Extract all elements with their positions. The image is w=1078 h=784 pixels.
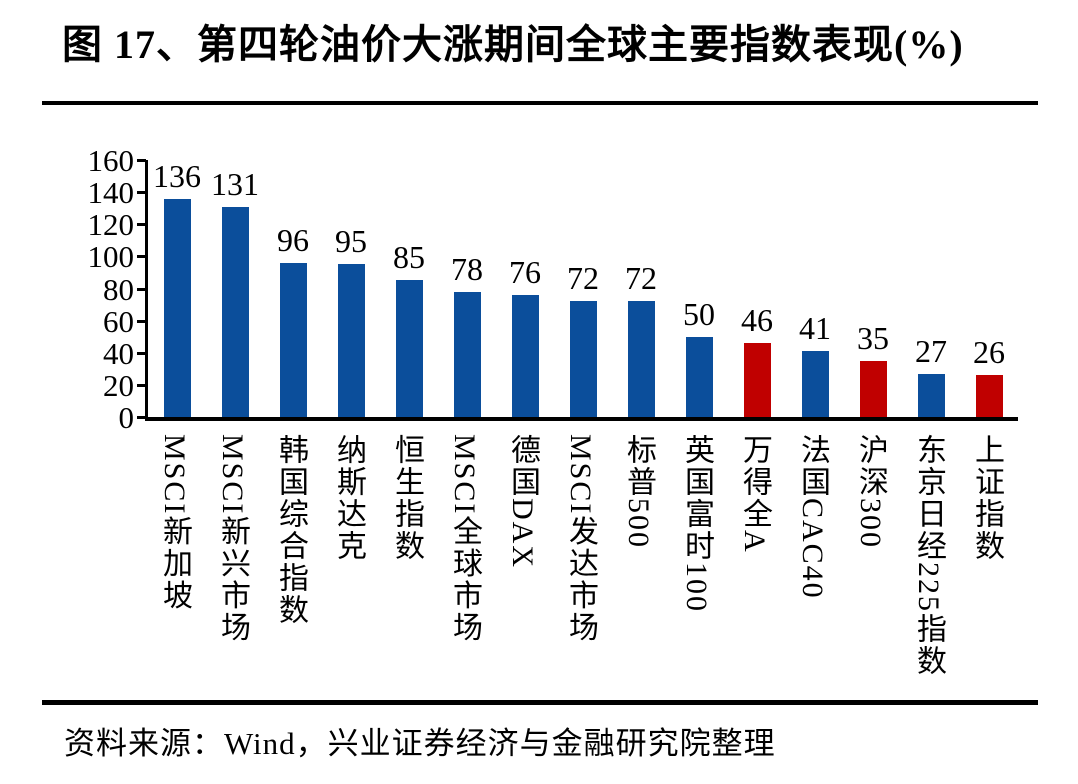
x-tick-label: 万得全A	[725, 434, 783, 689]
y-tick-label: 60	[103, 303, 134, 339]
x-tick-label-text: 英国富时100	[680, 434, 713, 613]
y-tick-mark	[137, 416, 146, 419]
bar-5	[454, 292, 481, 417]
bar-value-label: 50	[683, 296, 715, 332]
x-tick-label-text: 纳斯达克	[332, 434, 365, 562]
x-tick-label: 法国CAC40	[783, 434, 841, 689]
bar-value-label: 76	[509, 254, 541, 290]
bar-value-label: 136	[153, 158, 201, 194]
x-tick-label-text: MSCI新兴市场	[216, 434, 249, 644]
bar-value-label: 35	[857, 320, 889, 356]
y-tick-mark	[137, 255, 146, 259]
bar-value-label: 27	[915, 333, 947, 369]
x-tick-label-text: 上证指数	[970, 434, 1003, 562]
bar-value-label: 95	[335, 223, 367, 259]
top-divider-rule	[42, 101, 1038, 105]
y-tick-mark	[137, 383, 146, 387]
y-tick-mark	[137, 223, 146, 227]
bar-value-label: 72	[625, 260, 657, 296]
y-tick-mark	[137, 159, 146, 162]
bar-1	[222, 207, 249, 417]
x-tick-label-text: 德国DAX	[506, 434, 539, 569]
bottom-divider-rule	[42, 700, 1038, 705]
x-tick-label-text: 韩国综合指数	[274, 434, 307, 626]
plot-area: 136 131 96 95 85 78 76 72 72 50 46 41 35 27 26	[145, 160, 1018, 421]
bar-value-label: 85	[393, 239, 425, 275]
bar-12	[860, 361, 887, 417]
bar-value-label: 41	[799, 310, 831, 346]
x-tick-label-text: 恒生指数	[390, 434, 423, 562]
y-tick-label: 20	[103, 367, 134, 403]
bar-14	[976, 375, 1003, 417]
bar-0	[164, 199, 191, 417]
bar-4	[396, 280, 423, 417]
y-tick-label: 40	[103, 335, 134, 371]
y-tick-mark	[137, 191, 146, 195]
x-tick-label: 恒生指数	[377, 434, 435, 689]
x-tick-label: 德国DAX	[493, 434, 551, 689]
x-tick-label: 纳斯达克	[319, 434, 377, 689]
bar-11	[802, 351, 829, 417]
x-tick-label: 上证指数	[957, 434, 1015, 689]
x-tick-label: 标普500	[609, 434, 667, 689]
bar-3	[338, 264, 365, 417]
bar-2	[280, 263, 307, 417]
x-tick-label: MSCI新加坡	[145, 434, 203, 689]
y-tick-mark	[137, 319, 146, 323]
x-tick-label: MSCI新兴市场	[203, 434, 261, 689]
y-tick-mark	[137, 351, 146, 355]
x-tick-label-text: 标普500	[622, 434, 655, 549]
x-tick-label-text: 万得全A	[738, 434, 771, 554]
y-tick-mark	[137, 287, 146, 291]
y-tick-label: 0	[118, 400, 135, 435]
bar-10	[744, 343, 771, 417]
bar-13	[918, 374, 945, 417]
bar-value-label: 46	[741, 302, 773, 338]
y-tick-label: 80	[103, 271, 134, 307]
figure-title: 图 17、第四轮油价大涨期间全球主要指数表现(%)	[62, 22, 964, 67]
bar-6	[512, 295, 539, 417]
x-tick-label: 沪深300	[841, 434, 899, 689]
y-tick-label: 100	[87, 239, 135, 275]
x-tick-label: 韩国综合指数	[261, 434, 319, 689]
y-tick-label: 140	[87, 175, 135, 211]
x-tick-label-text: MSCI新加坡	[158, 434, 191, 612]
bar-value-label: 131	[211, 166, 259, 202]
y-tick-label: 120	[87, 207, 135, 243]
bar-8	[628, 301, 655, 417]
x-tick-label: MSCI发达市场	[551, 434, 609, 689]
y-tick-label: 160	[87, 143, 135, 178]
x-tick-label-text: 沪深300	[854, 434, 887, 549]
x-tick-label: 英国富时100	[667, 434, 725, 689]
bar-value-label: 72	[567, 260, 599, 296]
x-tick-label-text: MSCI发达市场	[564, 434, 597, 644]
source-text: 资料来源：Wind，兴业证券经济与金融研究院整理	[64, 726, 776, 761]
bar-chart: 0 20 40 60 80 100 120 140 160 136 131 96 95 85 78 76 72…	[42, 140, 1038, 695]
x-tick-label-text: 法国CAC40	[796, 434, 829, 600]
bar-value-label: 78	[451, 251, 483, 287]
x-tick-label: MSCI全球市场	[435, 434, 493, 689]
bar-7	[570, 301, 597, 417]
x-tick-label-text: MSCI全球市场	[448, 434, 481, 644]
x-tick-label-text: 东京日经225指数	[912, 434, 945, 677]
x-tick-label: 东京日经225指数	[899, 434, 957, 689]
bar-9	[686, 337, 713, 417]
bar-value-label: 96	[277, 222, 309, 258]
bar-value-label: 26	[973, 334, 1005, 370]
